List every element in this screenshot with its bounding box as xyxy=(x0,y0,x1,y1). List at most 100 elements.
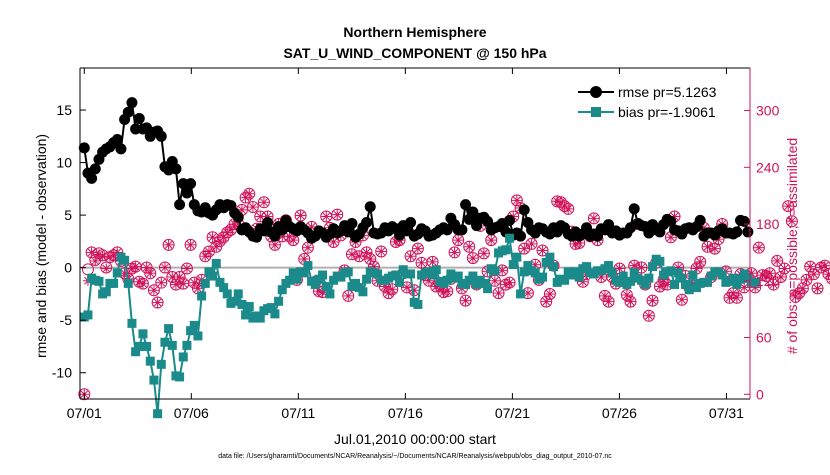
obs-assimilated-marker xyxy=(497,265,508,276)
bias-point xyxy=(688,270,698,280)
obs-assimilated-marker xyxy=(185,239,196,250)
bias-point xyxy=(343,267,353,277)
obs-possible-marker xyxy=(364,253,377,266)
bias-point xyxy=(681,279,691,289)
rmse-point xyxy=(155,130,167,142)
obs-possible-marker xyxy=(646,294,659,307)
obs-possible-marker xyxy=(587,212,600,225)
y2-tick-label: 120 xyxy=(756,273,780,289)
y2-tick-label: 0 xyxy=(756,386,764,402)
obs-assimilated-marker xyxy=(643,310,654,321)
obs-possible-marker xyxy=(386,283,399,296)
obs-assimilated-marker xyxy=(563,203,574,214)
obs-assimilated-marker xyxy=(709,243,720,254)
legend-bias-marker xyxy=(591,107,601,117)
bias-point xyxy=(505,233,515,243)
obs-assimilated-marker xyxy=(376,246,387,257)
y2-tick-label: 240 xyxy=(756,159,780,175)
bias-point xyxy=(175,372,185,382)
bias-point xyxy=(717,270,727,280)
obs-assimilated-marker xyxy=(801,274,812,285)
bias-point xyxy=(160,337,170,347)
obs-assimilated-marker xyxy=(218,232,229,243)
obs-possible-marker xyxy=(375,245,388,258)
bias-point xyxy=(241,310,251,320)
obs-possible-marker xyxy=(184,238,197,251)
legend-bias-label: bias pr=-1.9061 xyxy=(618,104,716,120)
obs-assimilated-marker xyxy=(467,253,478,264)
rmse-point xyxy=(731,226,743,238)
obs-assimilated-marker xyxy=(662,279,673,290)
x-tick-label: 07/11 xyxy=(281,405,315,421)
obs-assimilated-marker xyxy=(728,288,739,299)
bias-point xyxy=(215,277,225,287)
obs-possible-marker xyxy=(785,215,798,228)
obs-assimilated-marker xyxy=(244,188,255,199)
obs-possible-marker xyxy=(760,270,773,283)
bias-point xyxy=(178,352,188,362)
obs-assimilated-marker xyxy=(203,246,214,257)
bias-point xyxy=(274,296,284,306)
obs-possible-marker xyxy=(466,252,479,265)
bias-point xyxy=(153,409,163,419)
bias-point xyxy=(303,261,313,271)
bias-point xyxy=(618,271,628,281)
rmse-point xyxy=(86,172,98,184)
obs-possible-marker xyxy=(221,226,234,239)
x-tick-label: 07/26 xyxy=(602,405,637,421)
y-axis-label: rmse and bias (model - observation) xyxy=(33,134,49,358)
bias-point xyxy=(112,268,122,278)
rmse-point xyxy=(405,216,417,228)
obs-assimilated-marker xyxy=(676,294,687,305)
obs-possible-marker xyxy=(492,287,505,300)
obs-assimilated-marker xyxy=(460,295,471,306)
bias-point xyxy=(288,268,298,278)
rmse-point xyxy=(122,106,134,118)
obs-assimilated-marker xyxy=(511,195,522,206)
obs-possible-marker xyxy=(771,254,784,267)
obs-assimilated-marker xyxy=(152,297,163,308)
rmse-point xyxy=(581,222,593,234)
obs-assimilated-marker xyxy=(427,256,438,267)
obs-assimilated-marker xyxy=(504,277,515,288)
chart-subtitle: SAT_U_WIND_COMPONENT @ 150 hPa xyxy=(283,45,546,61)
rmse-point xyxy=(111,133,123,145)
x-tick-label: 07/21 xyxy=(495,405,530,421)
bias-point xyxy=(406,269,416,279)
obs-assimilated-marker xyxy=(812,283,823,294)
obs-possible-marker xyxy=(789,290,802,303)
bias-point xyxy=(325,289,335,299)
bias-point xyxy=(431,265,441,275)
bias-point xyxy=(442,275,452,285)
obs-possible-marker xyxy=(180,262,193,275)
bias-point xyxy=(193,331,203,341)
rmse-point xyxy=(115,143,127,155)
rmse-point xyxy=(694,214,706,226)
obs-assimilated-marker xyxy=(786,216,797,227)
bias-point xyxy=(197,291,207,301)
bias-point xyxy=(244,302,254,312)
obs-possible-marker xyxy=(169,278,182,291)
obs-assimilated-marker xyxy=(775,272,786,283)
obs-assimilated-marker xyxy=(636,262,647,273)
y-tick-label: -5 xyxy=(60,312,73,328)
bias-point xyxy=(131,347,141,357)
obs-assimilated-marker xyxy=(156,277,167,288)
obs-possible-marker xyxy=(243,187,256,200)
bias-point xyxy=(519,267,529,277)
obs-possible-marker xyxy=(246,201,259,214)
bias-point xyxy=(670,279,680,289)
obs-possible-marker xyxy=(620,288,633,301)
bias-point xyxy=(684,285,694,295)
obs-assimilated-marker xyxy=(647,295,658,306)
rmse-point xyxy=(251,231,263,243)
bias-point xyxy=(512,252,522,262)
obs-assimilated-marker xyxy=(97,251,108,262)
bias-point xyxy=(321,282,331,292)
bias-point xyxy=(266,303,276,313)
obs-assimilated-marker xyxy=(409,285,420,296)
rmse-point xyxy=(361,216,373,228)
y2-tick-label: 60 xyxy=(756,330,772,346)
obs-assimilated-marker xyxy=(387,284,398,295)
y-tick-label: 15 xyxy=(56,102,72,118)
